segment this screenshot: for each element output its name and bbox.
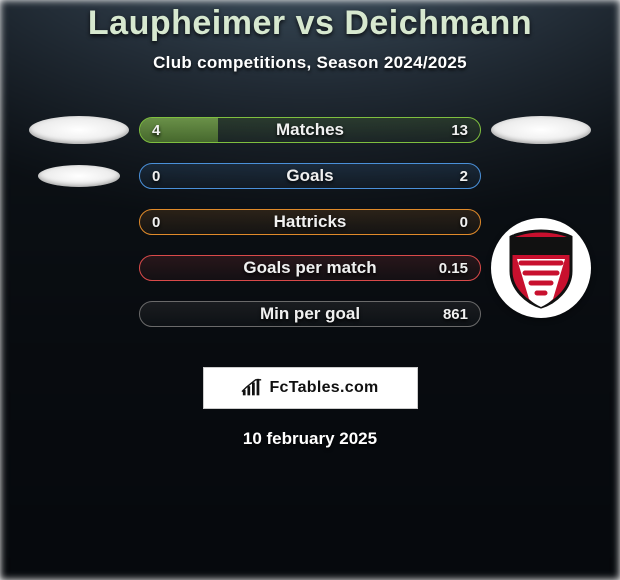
stat-row: 4 Matches 13 bbox=[0, 107, 620, 153]
stat-label: Goals bbox=[140, 166, 480, 186]
left-badge-slot bbox=[19, 116, 139, 144]
stats-block: 4 Matches 13 0 Goals 2 bbox=[0, 107, 620, 337]
player-badge-placeholder bbox=[29, 116, 129, 144]
subtitle: Club competitions, Season 2024/2025 bbox=[0, 53, 620, 73]
stat-right-value: 861 bbox=[443, 306, 468, 323]
watermark: FcTables.com bbox=[203, 367, 418, 409]
stat-bar: 0 Goals 2 bbox=[139, 163, 481, 189]
page-title: Laupheimer vs Deichmann bbox=[0, 4, 620, 43]
stat-label: Goals per match bbox=[140, 258, 480, 278]
stat-bar: Min per goal 861 bbox=[139, 301, 481, 327]
stat-label: Matches bbox=[140, 120, 480, 140]
stat-bar: 4 Matches 13 bbox=[139, 117, 481, 143]
stat-label: Min per goal bbox=[140, 304, 480, 324]
player-badge-placeholder bbox=[38, 165, 120, 187]
comparison-card: Laupheimer vs Deichmann Club competition… bbox=[0, 0, 620, 580]
player-badge-placeholder bbox=[491, 116, 591, 144]
stat-bar: 0 Hattricks 0 bbox=[139, 209, 481, 235]
stat-right-value: 0.15 bbox=[439, 260, 468, 277]
stat-row: 0 Hattricks 0 bbox=[0, 199, 620, 245]
stat-right-value: 13 bbox=[451, 122, 468, 139]
stat-row: Goals per match 0.15 bbox=[0, 245, 620, 291]
stat-label: Hattricks bbox=[140, 212, 480, 232]
stat-right-value: 2 bbox=[460, 168, 468, 185]
left-badge-slot bbox=[19, 165, 139, 187]
stat-bar: Goals per match 0.15 bbox=[139, 255, 481, 281]
stat-row: 0 Goals 2 FC INGOLSTADT bbox=[0, 153, 620, 199]
stat-right-value: 0 bbox=[460, 214, 468, 231]
stat-row: Min per goal 861 bbox=[0, 291, 620, 337]
date-label: 10 february 2025 bbox=[0, 429, 620, 449]
right-badge-slot bbox=[481, 116, 601, 144]
chart-icon bbox=[241, 378, 263, 398]
watermark-text: FcTables.com bbox=[269, 379, 378, 397]
